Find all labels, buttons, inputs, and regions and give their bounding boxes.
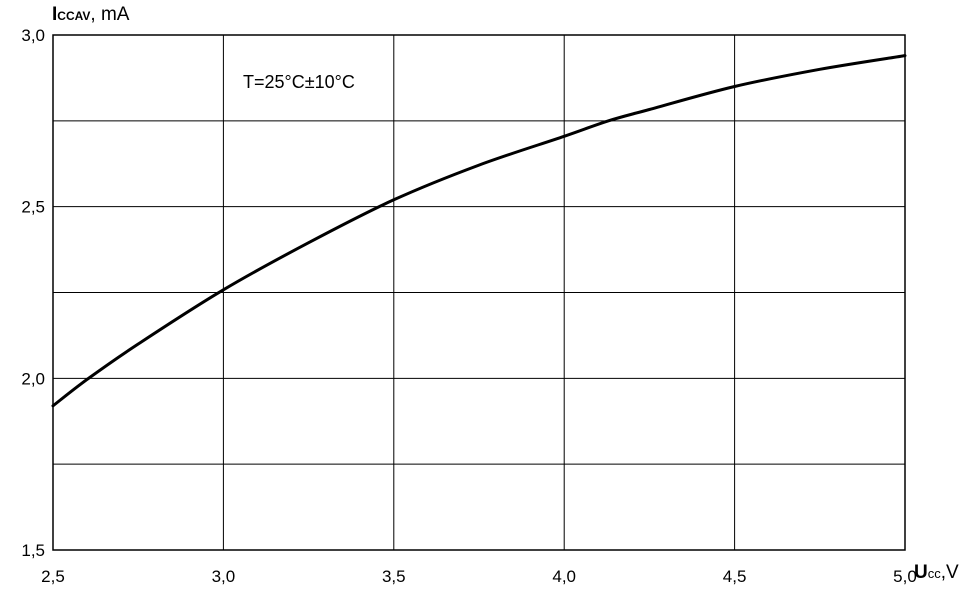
x-tick-label: 4,5 [723, 567, 747, 586]
x-axis-label-unit: ,V [941, 562, 959, 583]
y-tick-label: 2,5 [21, 198, 45, 217]
temperature-annotation: T=25°C±10°C [243, 72, 355, 92]
y-tick-labels: 1,5 2,0 2,5 3,0 [21, 26, 45, 560]
x-axis-label: Ucc,V [914, 562, 959, 583]
x-tick-label: 4,0 [552, 567, 576, 586]
y-axis-label-unit: , mA [90, 4, 129, 25]
x-axis-label-sub: cc [928, 566, 942, 581]
series-line-iccav [51, 54, 907, 408]
x-tick-label: 3,0 [212, 567, 236, 586]
x-tick-label: 2,5 [41, 567, 65, 586]
y-axis-label-main: I [52, 4, 57, 25]
y-tick-label: 2,0 [21, 369, 45, 388]
x-tick-label: 5,0 [893, 567, 917, 586]
y-axis-label: ICCAV, mA [52, 4, 130, 25]
plot-frame [52, 34, 906, 551]
x-tick-label: 3,5 [382, 567, 406, 586]
y-tick-label: 3,0 [21, 26, 45, 45]
x-axis-label-main: U [914, 562, 928, 583]
y-axis-label-sub: CCAV [57, 9, 90, 23]
x-tick-labels: 2,5 3,0 3,5 4,0 4,5 5,0 [41, 567, 917, 586]
grid-lines [52, 34, 906, 551]
y-tick-label: 1,5 [21, 541, 45, 560]
